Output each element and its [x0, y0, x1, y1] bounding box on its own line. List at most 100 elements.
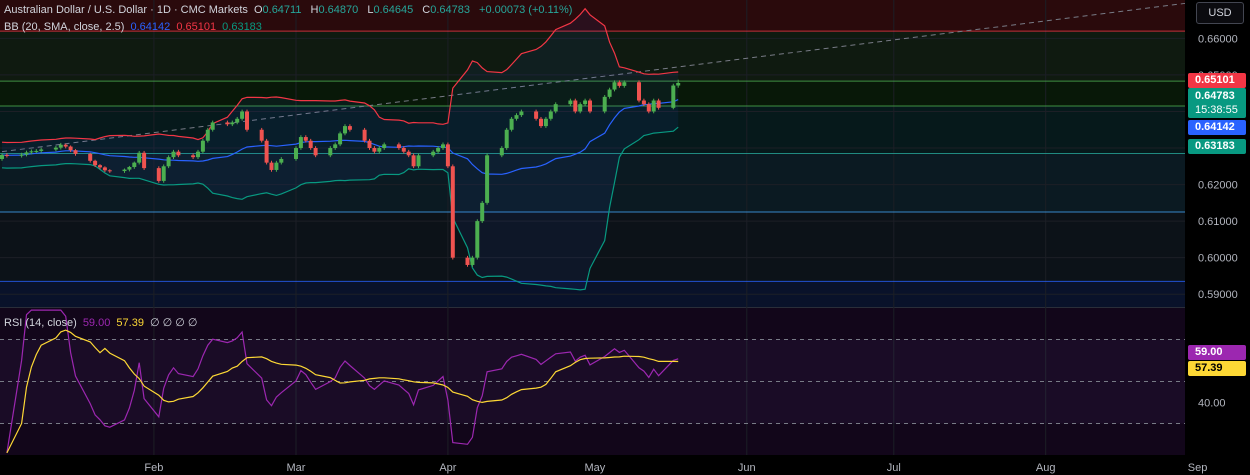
candle [651, 98, 656, 114]
price-axis[interactable]: 0.590000.600000.610000.620000.630000.640… [1185, 0, 1250, 475]
candle [245, 109, 249, 132]
currency-button[interactable]: USD [1196, 2, 1244, 24]
rsi-value-tag: 59.00 [1188, 345, 1246, 360]
candle-body [676, 82, 681, 86]
candle-body [646, 104, 651, 112]
candle [279, 157, 284, 165]
candle-body [107, 170, 112, 172]
candle [396, 142, 401, 150]
candle-body [445, 144, 450, 167]
candle [646, 102, 651, 114]
candle-body [259, 129, 264, 141]
price-axis-label: 0.62000 [1198, 180, 1238, 192]
candle-body [641, 100, 646, 105]
candle [240, 109, 245, 121]
candle [142, 150, 147, 170]
open-label: O [253, 4, 263, 16]
candle-body [671, 85, 676, 108]
rsi-extra-values: ∅ ∅ ∅ ∅ [150, 317, 198, 329]
candle-body [485, 155, 490, 203]
candle [176, 149, 181, 158]
candle [166, 155, 171, 169]
candle-body [617, 82, 622, 86]
candle-body [191, 155, 196, 158]
basis-band-tag: 0.64142 [1188, 120, 1246, 135]
candle [88, 152, 93, 163]
rsi-pane [0, 309, 1185, 454]
candle [656, 98, 661, 110]
candle-body [543, 118, 548, 127]
candle-body [406, 151, 411, 156]
candle [504, 127, 509, 150]
candle-body [19, 154, 24, 156]
candle [612, 80, 617, 92]
rsi-legend: RSI (14, close) 59.00 57.39 ∅ ∅ ∅ ∅ [4, 316, 201, 329]
candle-body [68, 146, 73, 151]
candle-body [568, 100, 573, 105]
grid-lines [0, 0, 1199, 455]
candle-body [328, 148, 333, 156]
rsi-axis-label: 40.00 [1198, 398, 1226, 410]
price-axis-label: 0.66000 [1198, 33, 1238, 45]
candle [294, 146, 298, 161]
change-value: +0.00073 (+0.11%) [479, 4, 573, 16]
candle [470, 255, 475, 267]
price-axis-label: 0.59000 [1198, 289, 1238, 301]
candle-body [450, 166, 455, 258]
candle-body [308, 140, 313, 149]
candle-body [411, 155, 416, 167]
candle [499, 146, 504, 158]
candle [445, 142, 450, 169]
candle-body [102, 167, 107, 171]
candle [328, 146, 333, 158]
price-axis-label: 0.60000 [1198, 253, 1238, 265]
time-axis-label: Apr [439, 462, 456, 474]
candle-body [132, 162, 137, 168]
candle-body [98, 165, 102, 168]
candle [367, 138, 372, 150]
candle [485, 153, 490, 205]
candle-body [264, 140, 269, 163]
candle [568, 98, 573, 106]
candle [637, 80, 641, 103]
candle-body [573, 100, 578, 112]
rsi-label: RSI (14, close) [4, 317, 77, 329]
candle-body [313, 148, 318, 156]
candle [205, 127, 210, 143]
candle-body [171, 151, 176, 158]
candle-body [34, 150, 39, 152]
candle [235, 116, 240, 125]
candle [401, 146, 406, 154]
candle [622, 80, 627, 88]
candle [514, 113, 519, 121]
candle-body [225, 122, 230, 125]
candle [73, 149, 78, 156]
candle-body [343, 126, 347, 134]
candle [19, 152, 24, 158]
upper-band-tag: 0.65101 [1188, 73, 1246, 88]
candle-body [382, 144, 387, 149]
candle-body [63, 144, 68, 147]
open-value: 0.64711 [262, 4, 302, 16]
trendline [1, 1, 1198, 153]
candle [641, 98, 646, 106]
candle [475, 219, 480, 260]
candle-body [504, 129, 509, 149]
candle-body [88, 153, 93, 161]
candle-body [475, 221, 480, 258]
candle-body [58, 144, 63, 148]
bb-lower-value: 0.63183 [222, 21, 262, 33]
time-axis[interactable]: Feb Mar Apr Jun Jul Aug Sep May [144, 462, 1207, 474]
close-price-value: 0.64783 [1195, 90, 1235, 102]
candle-body [622, 82, 627, 86]
candle [191, 153, 196, 159]
candle-body [519, 111, 524, 116]
candle-body [401, 148, 406, 152]
price-zone-3 [0, 105, 1185, 154]
candle-body [127, 167, 132, 170]
time-axis-label: Aug [1036, 462, 1056, 474]
bb-legend: BB (20, SMA, close, 2.5) 0.64142 0.65101… [4, 21, 265, 33]
symbol-legend: Australian Dollar / U.S. Dollar · 1D · C… [4, 4, 575, 16]
rsi-line [6, 309, 679, 453]
